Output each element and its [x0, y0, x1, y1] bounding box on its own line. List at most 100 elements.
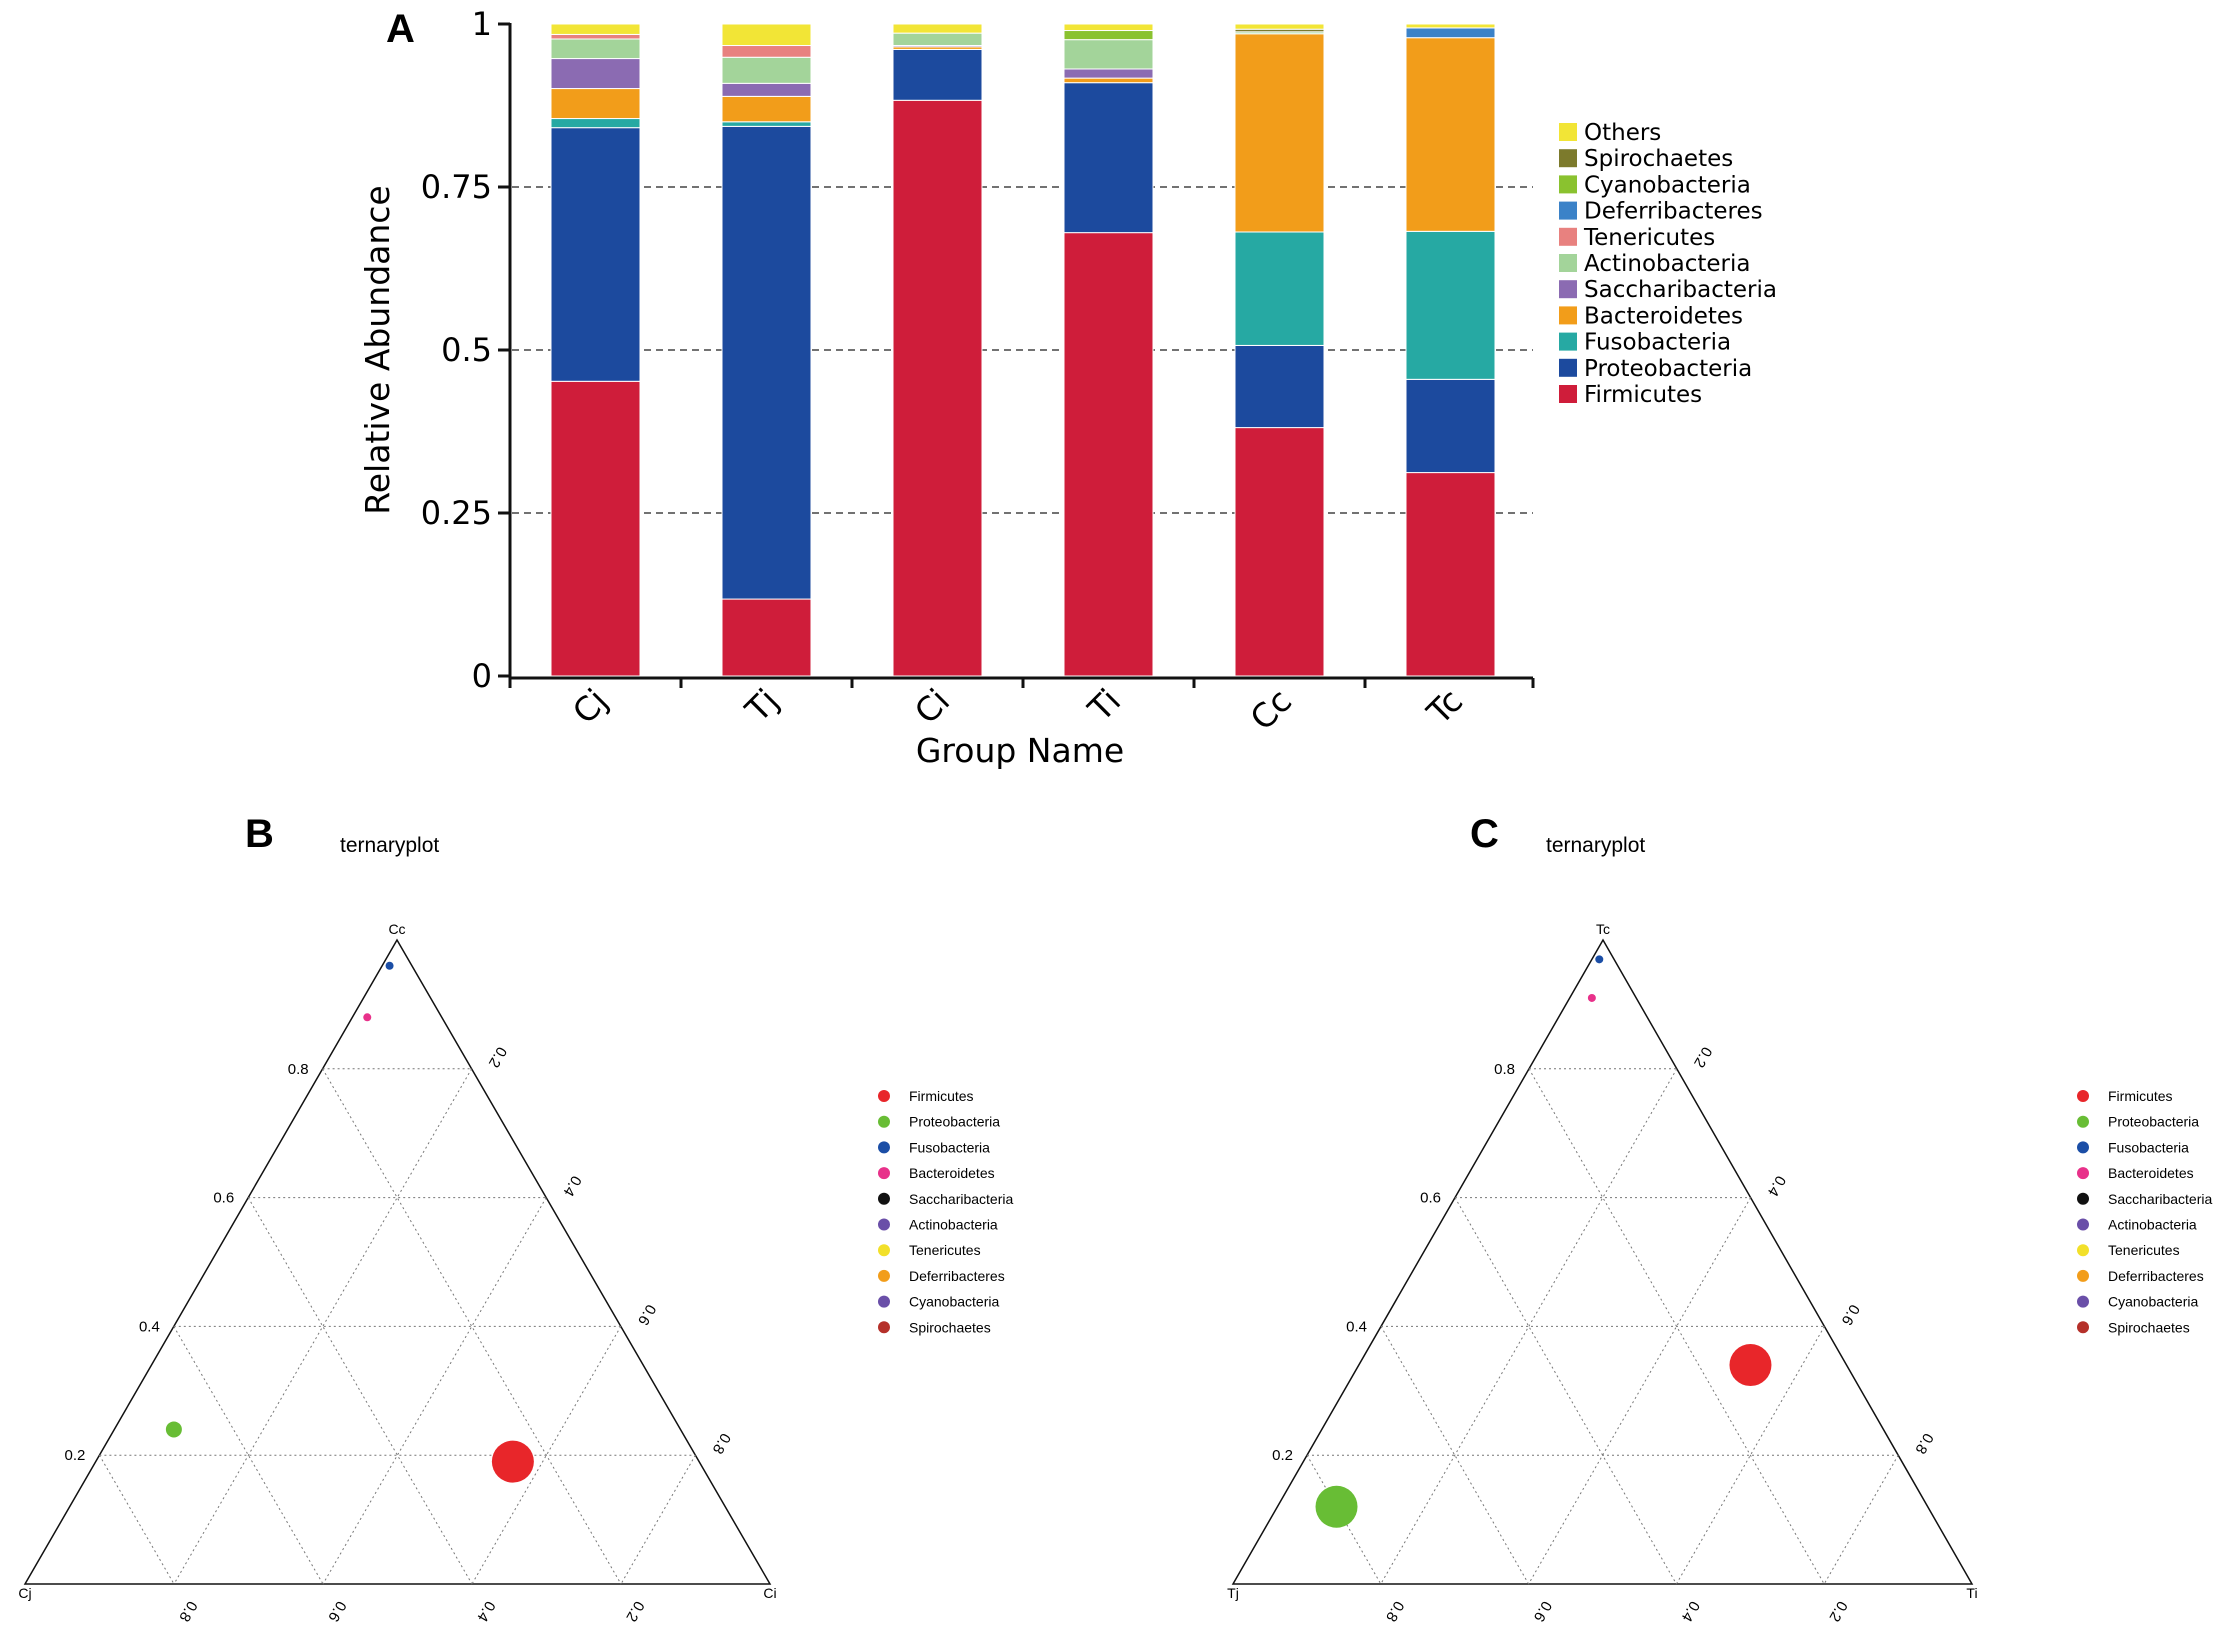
y-tick-label: 0.5 — [441, 331, 492, 369]
legend-dot-saccharibacteria — [878, 1192, 890, 1205]
legend-dot-deferribacteres — [878, 1269, 890, 1282]
x-tick-label: Tc — [1419, 681, 1470, 732]
point-firmicutes — [1729, 1344, 1772, 1387]
legend-label-proteobacteria: Proteobacteria — [909, 1114, 1000, 1130]
segment-firmicutes — [721, 598, 812, 677]
grid-line — [1823, 1454, 1899, 1585]
legend-dot-spirochaetes — [2077, 1321, 2089, 1334]
bar-legend: OthersSpirochaetesCyanobacteriaDeferriba… — [1559, 120, 1777, 408]
legend-dot-firmicutes — [878, 1090, 890, 1102]
vertex-right-label: Ti — [1966, 1585, 1977, 1601]
segment-proteobacteria — [550, 127, 641, 382]
legend-dot-proteobacteria — [878, 1115, 890, 1128]
segment-others — [892, 23, 983, 34]
bar-ci — [892, 23, 983, 677]
tick-label-left: 0.4 — [139, 1318, 160, 1335]
segment-bacteroidetes — [721, 95, 812, 123]
grid-line — [1454, 1197, 1677, 1585]
bar-ti — [1063, 23, 1154, 677]
legend-swatch-deferribacteres — [1559, 201, 1577, 220]
bar-cj — [550, 23, 641, 677]
bar-tc — [1405, 23, 1496, 677]
segment-others — [1405, 23, 1496, 29]
segment-tenericutes — [721, 45, 812, 58]
legend-label-actinobacteria: Actinobacteria — [909, 1217, 998, 1233]
point-fusobacteria — [1595, 955, 1604, 964]
segment-others — [1063, 23, 1154, 32]
tick-label-right: 0.2 — [1690, 1044, 1715, 1071]
segment-actinobacteria — [721, 56, 812, 84]
legend-swatch-saccharibacteria — [1559, 280, 1577, 299]
segment-bacteroidetes — [550, 88, 641, 120]
bar-cc — [1234, 23, 1325, 677]
x-tick-label: Ti — [1080, 681, 1128, 729]
x-tick-label: Ci — [907, 681, 957, 731]
vertex-top-label: Tc — [1596, 921, 1610, 937]
legend-swatch-actinobacteria — [1559, 254, 1577, 272]
grid-line — [247, 1197, 473, 1585]
grid-line — [322, 1197, 547, 1585]
point-proteobacteria — [1315, 1485, 1358, 1528]
legend-label-firmicutes: Firmicutes — [1584, 382, 1702, 408]
tick-label-bottom: 0.2 — [622, 1598, 647, 1625]
segment-fusobacteria — [1405, 230, 1496, 380]
tick-label-right: 0.2 — [485, 1044, 510, 1071]
vertex-left-label: Cj — [18, 1585, 31, 1601]
segment-tenericutes — [550, 33, 641, 40]
gridlines — [512, 186, 1533, 514]
segment-proteobacteria — [1063, 82, 1154, 234]
legend-label-tenericutes: Tenericutes — [2108, 1242, 2180, 1258]
legend-swatch-fusobacteria — [1559, 332, 1577, 351]
tick-label-right: 0.6 — [634, 1301, 659, 1328]
segment-firmicutes — [1405, 472, 1496, 677]
tick-label-bottom: 0.2 — [1826, 1598, 1851, 1625]
legend-dot-spirochaetes — [878, 1321, 890, 1334]
ternary-frame — [1231, 938, 1974, 1585]
grid-line — [98, 1454, 175, 1585]
grid-line — [620, 1454, 696, 1585]
tick-label-right: 0.6 — [1838, 1301, 1863, 1328]
x-ticks: Cj Tj Ci Ti Cc Tc — [508, 678, 1535, 738]
legend-label-firmicutes: Firmicutes — [2108, 1088, 2173, 1104]
ternary-legend-b: Firmicutes Proteobacteria Fusobacteria Bact… — [878, 1088, 1013, 1335]
y-tick-label: 0 — [472, 657, 492, 695]
segment-others — [1234, 23, 1325, 30]
panel-c-ternary-plot: C ternaryplot 0.80.60.40.20.20.40.60.80.… — [1227, 812, 2212, 1625]
tick-label-bottom: 0.4 — [473, 1598, 498, 1625]
x-axis-label: Group Name — [916, 731, 1124, 770]
bar-tj — [721, 23, 812, 677]
tick-label-right: 0.4 — [1764, 1173, 1789, 1200]
legend-label-fusobacteria: Fusobacteria — [2108, 1139, 2189, 1155]
panel-b-title: ternaryplot — [340, 834, 439, 857]
segment-fusobacteria — [550, 118, 641, 129]
segment-fusobacteria — [1234, 231, 1325, 346]
y-ticks: 0 0.25 0.5 0.75 1 — [421, 5, 510, 695]
legend-label-bacteroidetes: Bacteroidetes — [909, 1165, 995, 1181]
legend-label-proteobacteria: Proteobacteria — [1584, 356, 1752, 382]
tick-label-bottom: 0.8 — [1382, 1598, 1407, 1625]
panel-c-letter: C — [1470, 812, 1499, 856]
segment-actinobacteria — [892, 32, 983, 47]
ternary-c: 0.8 0.6 0.4 0.2 0.2 0.4 0.6 0.8 0.8 0.6 0.4 0.2 — [1231, 938, 1974, 1625]
legend-label-tenericutes: Tenericutes — [1583, 225, 1715, 251]
legend-dot-fusobacteria — [2077, 1141, 2089, 1154]
panel-a-bar-chart: A 0 0.25 0.5 0.75 1 Cj Tj Ci Ti Cc Tc Relative Ab… — [358, 5, 1777, 770]
y-axis-label: Relative Abundance — [358, 185, 397, 514]
ternary-b: 0.8 0.6 0.4 0.2 0.2 0.4 0.6 0.8 0.8 0.6 0.4 0.2 — [23, 938, 772, 1625]
segment-firmicutes — [892, 99, 983, 677]
point-bacteroidetes — [363, 1013, 372, 1022]
grid-line — [1380, 1068, 1678, 1585]
vertex-top-label: Cc — [388, 921, 405, 937]
legend-label-actinobacteria: Actinobacteria — [1584, 251, 1750, 277]
segment-deferribacteres — [1405, 27, 1496, 39]
segment-others — [550, 23, 641, 35]
legend-label-cyanobacteria: Cyanobacteria — [1584, 172, 1751, 198]
legend-label-spirochaetes: Spirochaetes — [909, 1319, 991, 1335]
tick-label-left: 0.6 — [1420, 1190, 1441, 1207]
ternary-frame — [23, 938, 772, 1585]
segment-cyanobacteria — [1063, 30, 1154, 41]
segment-fusobacteria — [721, 121, 812, 127]
legend-swatch-others — [1559, 123, 1577, 141]
legend-label-saccharibacteria: Saccharibacteria — [909, 1191, 1013, 1207]
